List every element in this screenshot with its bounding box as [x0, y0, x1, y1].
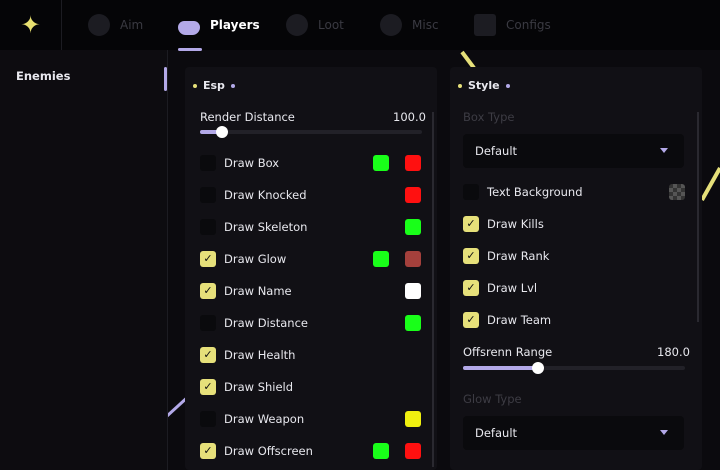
misc-icon: [380, 14, 402, 36]
checkbox[interactable]: ✓: [200, 379, 216, 395]
chevron-down-icon: [660, 430, 668, 435]
option-label: Draw Rank: [487, 249, 550, 263]
top-nav: ✦ Aim Players Loot Misc Configs: [0, 0, 720, 51]
color-swatch[interactable]: [373, 443, 389, 459]
option-label: Draw Weapon: [224, 412, 305, 426]
option-label: Draw Box: [224, 156, 280, 170]
option-label: Draw Glow: [224, 252, 287, 266]
offscreen-range-value: 180.0: [657, 345, 690, 359]
crosshair-icon: [88, 14, 110, 36]
box-type-value: Default: [475, 144, 518, 158]
checkbox[interactable]: ✓: [200, 283, 216, 299]
option-label: Draw Shield: [224, 380, 294, 394]
color-swatch[interactable]: [405, 283, 421, 299]
esp-panel: Esp Render Distance 100.0 Draw Box Draw K…: [185, 67, 437, 470]
checkbox[interactable]: ✓: [200, 251, 216, 267]
checkbox[interactable]: ✓: [463, 216, 479, 232]
logo-star-icon: ✦: [0, 0, 62, 50]
tab-loot[interactable]: Loot: [286, 0, 344, 50]
color-swatch[interactable]: [405, 251, 421, 267]
sidebar: Enemies: [0, 50, 168, 470]
glow-type-dropdown[interactable]: Default: [463, 416, 684, 450]
tab-label: Configs: [506, 18, 551, 32]
glow-type-label: Glow Type: [463, 392, 522, 406]
checkbox[interactable]: ✓: [200, 347, 216, 363]
checkbox[interactable]: [200, 219, 216, 235]
offscreen-range-slider[interactable]: [463, 362, 685, 374]
active-tab-indicator: [178, 48, 202, 51]
checkbox[interactable]: [200, 155, 216, 171]
tab-label: Aim: [120, 18, 144, 32]
checkbox[interactable]: [200, 315, 216, 331]
option-label: Draw Knocked: [224, 188, 307, 202]
tab-misc[interactable]: Misc: [380, 0, 439, 50]
option-label: Draw Health: [224, 348, 296, 362]
color-swatch[interactable]: [405, 219, 421, 235]
color-swatch[interactable]: [405, 443, 421, 459]
glow-type-value: Default: [475, 426, 518, 440]
checkbox[interactable]: [200, 411, 216, 427]
checkbox[interactable]: ✓: [200, 443, 216, 459]
esp-title: Esp: [193, 79, 235, 92]
color-swatch[interactable]: [405, 411, 421, 427]
tab-label: Players: [210, 18, 260, 32]
players-icon: [178, 21, 200, 35]
tab-label: Misc: [412, 18, 439, 32]
scrollbar[interactable]: [432, 112, 434, 467]
option-label: Draw Kills: [487, 217, 544, 231]
checkbox[interactable]: ✓: [463, 312, 479, 328]
loot-icon: [286, 14, 308, 36]
text-background-color-swatch[interactable]: [669, 184, 685, 200]
option-label: Draw Team: [487, 313, 552, 327]
box-type-dropdown[interactable]: Default: [463, 134, 684, 168]
color-swatch[interactable]: [405, 155, 421, 171]
color-swatch[interactable]: [373, 251, 389, 267]
offscreen-range-label: Offsrenn Range: [463, 345, 553, 359]
checkbox[interactable]: ✓: [463, 248, 479, 264]
style-title: Style: [458, 79, 510, 92]
color-swatch[interactable]: [405, 315, 421, 331]
sidebar-active-indicator: [164, 67, 167, 91]
style-panel: Style Box Type Default Text Background ✓ D…: [450, 67, 702, 470]
tab-label: Loot: [318, 18, 344, 32]
render-distance-label: Render Distance: [200, 110, 295, 124]
render-distance-slider[interactable]: [200, 126, 422, 138]
save-icon: [474, 14, 496, 36]
color-swatch[interactable]: [373, 155, 389, 171]
box-type-label: Box Type: [463, 110, 515, 124]
chevron-down-icon: [660, 148, 668, 153]
scrollbar[interactable]: [697, 112, 699, 322]
tab-aim[interactable]: Aim: [88, 0, 143, 50]
tab-configs[interactable]: Configs: [474, 0, 551, 50]
color-swatch[interactable]: [405, 187, 421, 203]
checkbox[interactable]: [200, 187, 216, 203]
render-distance-value: 100.0: [393, 110, 426, 124]
option-label: Draw Lvl: [487, 281, 538, 295]
option-label: Draw Skeleton: [224, 220, 308, 234]
tab-players[interactable]: Players: [178, 0, 260, 50]
option-label: Text Background: [487, 185, 583, 199]
option-label: Draw Offscreen: [224, 444, 313, 458]
checkbox[interactable]: [463, 184, 479, 200]
option-label: Draw Name: [224, 284, 292, 298]
sidebar-item-enemies[interactable]: Enemies: [16, 69, 71, 83]
checkbox[interactable]: ✓: [463, 280, 479, 296]
option-label: Draw Distance: [224, 316, 308, 330]
